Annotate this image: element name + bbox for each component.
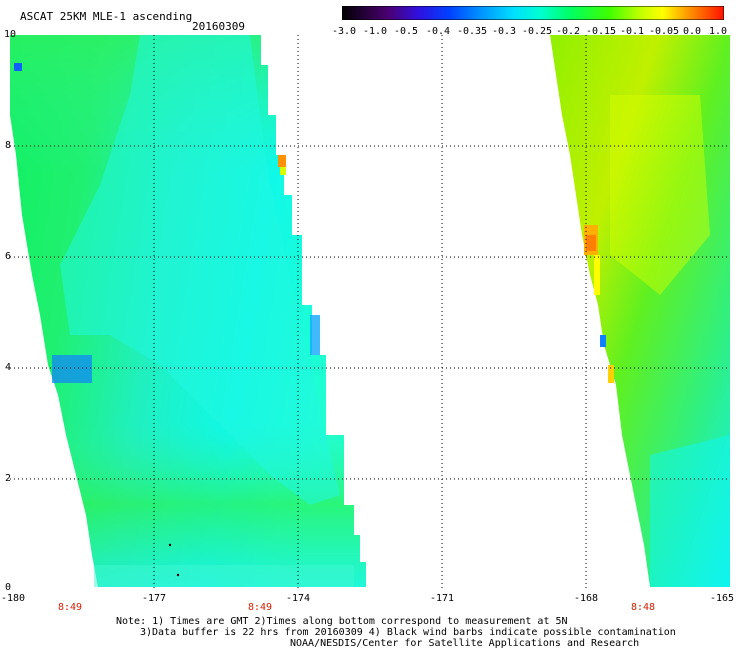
note-line-3: NOAA/NESDIS/Center for Satellite Applica…: [290, 638, 640, 649]
colorbar: [342, 6, 724, 20]
colorbar-tick: -0.25: [521, 26, 553, 37]
lon-label: -180: [0, 593, 26, 604]
lat-label: 2: [5, 473, 12, 484]
colorbar-tick: -0.4: [425, 26, 451, 37]
colorbar-tick: -3.0: [331, 26, 357, 37]
map-title: ASCAT 25KM MLE-1 ascending: [20, 10, 193, 23]
colorbar-tick: -0.15: [585, 26, 617, 37]
time-label: 8:49: [247, 602, 273, 613]
lon-label: -171: [429, 593, 455, 604]
lon-label: -168: [573, 593, 599, 604]
colorbar-tick: -0.05: [648, 26, 680, 37]
note-line-1: Note: 1) Times are GMT 2)Times along bot…: [116, 616, 568, 627]
colorbar-tick: -1.0: [362, 26, 388, 37]
lon-label: -174: [285, 593, 311, 604]
lat-label: 0: [5, 582, 12, 593]
colorbar-tick: -0.1: [619, 26, 645, 37]
time-label: 8:48: [630, 602, 656, 613]
map-date: 20160309: [192, 20, 245, 33]
lat-label: 4: [5, 362, 12, 373]
colorbar-tick: 1.0: [708, 26, 728, 37]
colorbar-tick: -0.5: [393, 26, 419, 37]
colorbar-tick: -0.3: [491, 26, 517, 37]
graticule: [10, 35, 730, 590]
colorbar-tick: 0.0: [682, 26, 702, 37]
lat-label: 10: [4, 29, 17, 40]
note-line-2: 3)Data buffer is 22 hrs from 20160309 4)…: [140, 627, 676, 638]
wind-barb: [168, 543, 172, 547]
lon-label: -177: [141, 593, 167, 604]
colorbar-tick: -0.35: [456, 26, 488, 37]
lat-label: 8: [5, 140, 12, 151]
colorbar-tick: -0.2: [555, 26, 581, 37]
time-label: 8:49: [57, 602, 83, 613]
wind-barb: [176, 573, 180, 577]
wind-map: [10, 35, 730, 590]
lat-label: 6: [5, 251, 12, 262]
lon-label: -165: [709, 593, 735, 604]
